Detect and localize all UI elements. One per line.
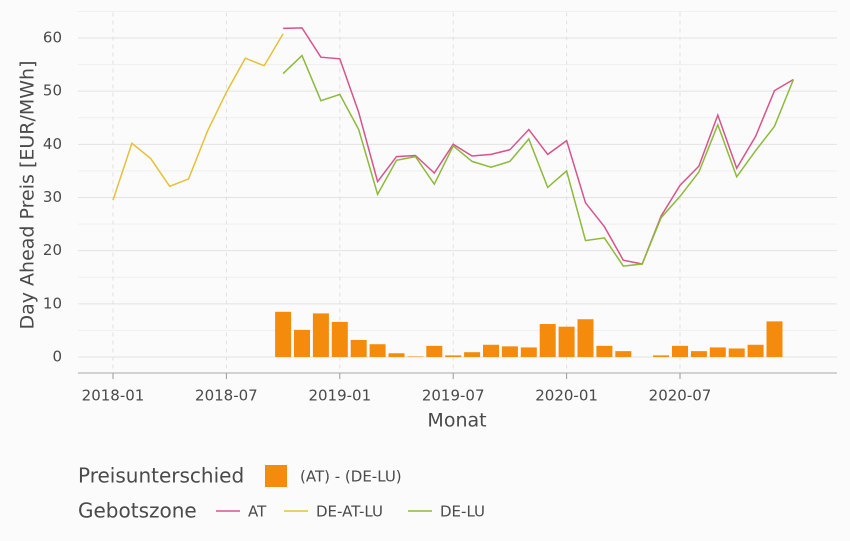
- line: [112, 33, 284, 201]
- bar: [615, 351, 632, 357]
- bar: [501, 346, 518, 357]
- bar: [275, 311, 292, 357]
- x-tick-label: 2019-01: [308, 387, 371, 405]
- bar: [445, 355, 462, 357]
- y-tick-label: 40: [43, 135, 62, 153]
- legend-label: DE-LU: [440, 503, 485, 521]
- bar: [539, 324, 556, 357]
- bar: [690, 351, 707, 357]
- bar: [766, 321, 783, 357]
- y-tick-label: 10: [43, 294, 62, 312]
- bar: [672, 345, 688, 357]
- legend-title: Preisunterschied: [78, 464, 244, 488]
- bar: [653, 355, 670, 357]
- x-tick-label: 2018-07: [195, 387, 258, 405]
- line: [283, 27, 794, 265]
- y-tick-label: 50: [43, 82, 62, 100]
- bar: [558, 326, 575, 357]
- bar: [520, 347, 537, 357]
- legend-title: Gebotszone: [78, 499, 197, 523]
- y-tick-label: 20: [43, 241, 62, 259]
- bar: [350, 339, 367, 357]
- x-tick-label: 2020-01: [535, 387, 598, 405]
- bar: [483, 344, 499, 357]
- bar: [596, 345, 613, 357]
- y-tick-label: 60: [43, 29, 62, 47]
- bar: [407, 356, 424, 357]
- bar: [464, 352, 481, 357]
- legend-label: AT: [248, 503, 267, 521]
- bar: [709, 347, 726, 357]
- legend-swatch: [265, 465, 287, 487]
- y-tick-label: 30: [43, 188, 62, 206]
- x-axis-label: Monat: [427, 410, 486, 432]
- bar: [728, 348, 745, 357]
- bar: [294, 329, 310, 357]
- bar: [577, 319, 594, 357]
- legend-label: (AT) - (DE-LU): [300, 468, 402, 486]
- x-tick-label: 2018-01: [82, 387, 145, 405]
- bar: [747, 344, 764, 357]
- bar: [312, 313, 329, 357]
- bar: [331, 321, 348, 357]
- y-tick-label: 0: [52, 347, 62, 365]
- legend-label: DE-AT-LU: [316, 503, 383, 521]
- x-tick-label: 2019-07: [422, 387, 485, 405]
- y-axis-label: Day Ahead Preis [EUR/MWh]: [17, 60, 39, 329]
- bar: [388, 353, 405, 357]
- bar: [426, 345, 443, 357]
- bar: [369, 344, 386, 357]
- line: [282, 54, 795, 267]
- x-tick-label: 2020-07: [649, 387, 712, 405]
